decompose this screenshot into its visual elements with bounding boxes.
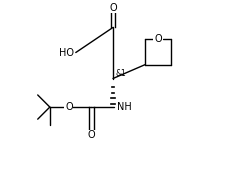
- Text: O: O: [109, 3, 116, 13]
- Text: O: O: [65, 102, 72, 112]
- Text: O: O: [87, 130, 95, 140]
- Text: O: O: [153, 34, 161, 44]
- Text: HO: HO: [59, 48, 74, 58]
- Text: NH: NH: [117, 102, 131, 112]
- Text: &1: &1: [115, 69, 126, 78]
